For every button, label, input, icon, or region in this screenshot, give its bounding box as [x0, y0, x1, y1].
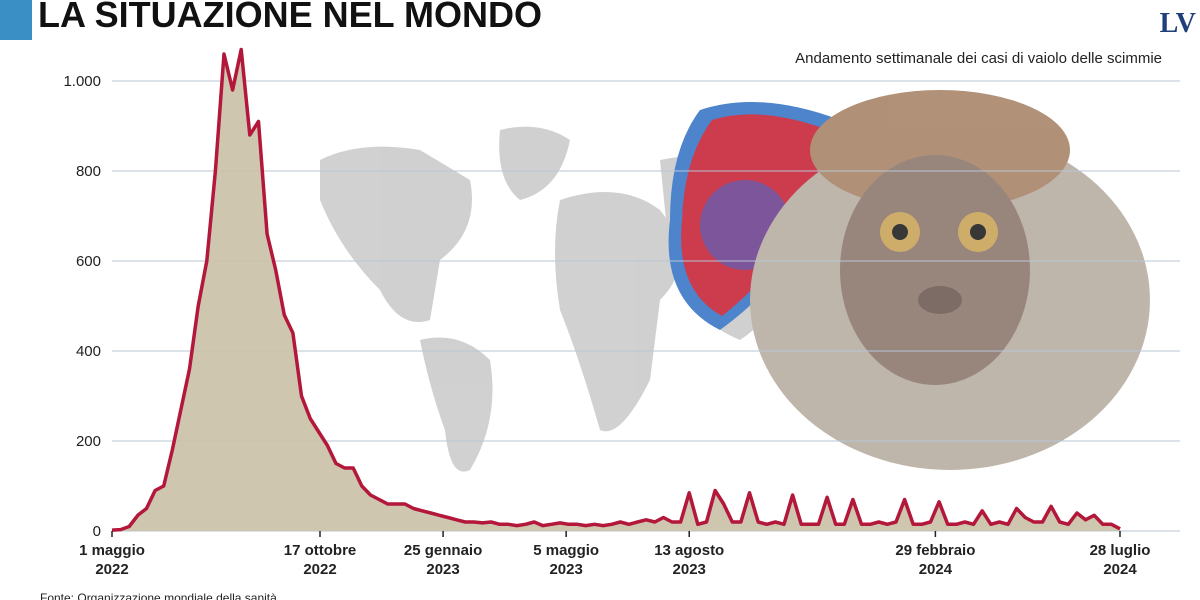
area: [112, 49, 1120, 531]
background-art: [320, 90, 1150, 472]
x-tick-label: 25 gennaio 2023: [404, 542, 482, 578]
x-tick-label: 29 febbraio 2024: [895, 542, 975, 578]
y-tick-label: 400: [76, 343, 101, 360]
x-tick-label: 13 agosto 2023: [654, 542, 724, 578]
chart-subtitle: Andamento settimanale dei casi di vaiolo…: [795, 50, 1162, 67]
y-tick-label: 1.000: [63, 73, 101, 90]
y-tick-label: 0: [93, 523, 101, 540]
x-tick-label: 28 luglio 2024: [1090, 542, 1151, 578]
source-note: Fonte: Organizzazione mondiale della san…: [40, 591, 277, 600]
brand-logo: LV: [1160, 8, 1196, 39]
x-tick-label: 17 ottobre 2022: [284, 542, 357, 578]
line: [111, 47, 1121, 532]
x-tick-label: 5 maggio 2023: [533, 542, 599, 578]
x-tick-label: 1 maggio 2022: [79, 542, 145, 578]
y-tick-label: 800: [76, 163, 101, 180]
y-tick-label: 600: [76, 253, 101, 270]
header-mark: [0, 0, 32, 40]
y-tick-label: 200: [76, 433, 101, 450]
chart-title: LA SITUAZIONE NEL MONDO: [38, 0, 542, 35]
